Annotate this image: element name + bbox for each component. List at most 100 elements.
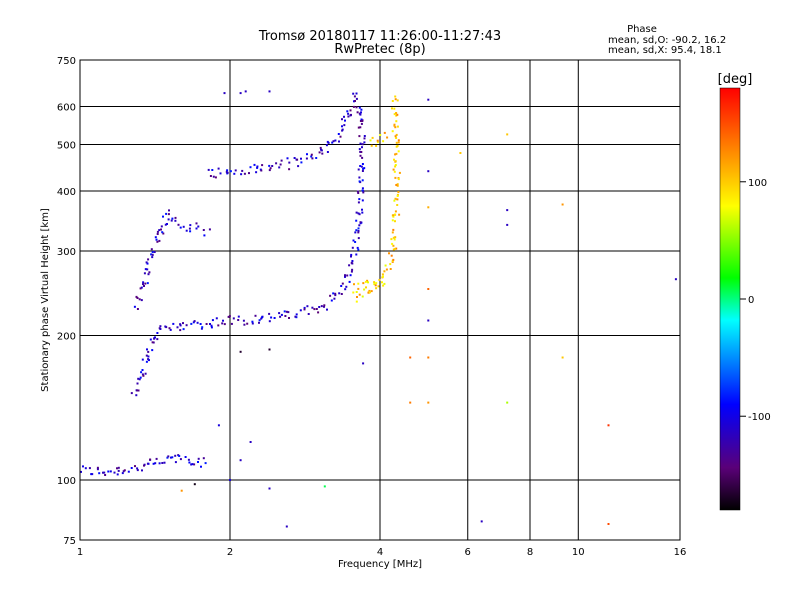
data-point	[370, 290, 373, 293]
data-point	[140, 371, 143, 374]
y-tick-label: 600	[57, 103, 76, 114]
data-point	[135, 394, 138, 397]
data-point	[344, 274, 346, 277]
data-point	[144, 372, 147, 375]
data-point	[393, 170, 396, 173]
data-point	[315, 157, 318, 159]
data-point	[294, 315, 297, 318]
data-point	[392, 168, 395, 171]
data-point	[389, 268, 392, 270]
data-point	[391, 130, 394, 133]
data-point	[360, 165, 363, 168]
data-point	[197, 457, 200, 460]
plot-frame	[79, 59, 681, 541]
data-point	[362, 282, 365, 285]
data-point	[361, 120, 364, 122]
data-point	[185, 324, 188, 327]
data-point	[150, 248, 153, 251]
data-point	[278, 312, 281, 315]
data-point	[179, 329, 182, 332]
data-point	[561, 356, 564, 359]
data-point	[317, 311, 320, 314]
x-tick-label: 2	[227, 547, 233, 558]
data-point	[147, 462, 150, 465]
data-point	[187, 458, 190, 461]
data-point	[246, 322, 249, 325]
data-point	[334, 139, 337, 142]
data-point	[251, 322, 254, 325]
data-point	[311, 306, 314, 309]
data-point	[221, 322, 224, 325]
data-point	[189, 230, 192, 233]
data-point	[351, 260, 354, 262]
y-tick-label: 100	[57, 476, 76, 487]
data-point	[155, 238, 158, 241]
data-point	[390, 254, 393, 257]
data-point	[80, 470, 82, 473]
data-point	[258, 319, 261, 322]
data-point	[409, 356, 412, 359]
data-point	[130, 467, 133, 469]
data-point	[310, 153, 313, 156]
data-point	[147, 258, 150, 261]
data-point	[396, 113, 399, 116]
data-point	[136, 389, 139, 392]
data-point	[146, 282, 149, 285]
data-point	[153, 337, 156, 340]
data-point	[359, 154, 362, 157]
data-point	[150, 253, 153, 256]
data-point	[359, 113, 362, 116]
data-point	[138, 298, 141, 301]
data-point	[382, 140, 385, 143]
data-point	[237, 315, 240, 318]
data-point	[361, 208, 363, 211]
data-point	[427, 401, 430, 404]
y-axis-ticks: 75 100 200 300 400 500 600 750	[57, 56, 76, 547]
data-point	[142, 281, 145, 284]
data-point	[167, 213, 170, 216]
data-point	[154, 462, 157, 465]
data-point	[355, 291, 358, 293]
data-point	[395, 184, 398, 186]
data-point	[350, 261, 353, 264]
data-point	[212, 175, 215, 178]
data-point	[323, 304, 326, 307]
data-point	[279, 315, 282, 318]
data-point	[228, 315, 231, 318]
data-point	[223, 92, 226, 95]
data-point	[142, 374, 145, 377]
data-point	[383, 131, 386, 134]
data-point	[427, 206, 430, 209]
chart-title-line2: RwPretec (8p)	[334, 42, 425, 57]
data-point	[341, 128, 344, 131]
data-point	[395, 137, 398, 139]
data-point	[240, 173, 243, 176]
data-point	[351, 268, 354, 271]
data-point	[184, 456, 187, 458]
data-point	[284, 315, 287, 317]
data-point	[117, 469, 120, 472]
data-point	[367, 281, 369, 284]
data-point	[357, 237, 360, 240]
data-point	[352, 105, 355, 108]
data-point	[174, 219, 177, 222]
data-point	[394, 164, 397, 166]
data-point	[394, 197, 397, 200]
colorbar-tick-label: -100	[748, 412, 771, 423]
data-point	[135, 295, 138, 298]
data-point	[232, 317, 235, 320]
data-point	[208, 228, 211, 231]
data-point	[275, 162, 278, 165]
data-point	[383, 270, 386, 273]
data-point	[162, 215, 164, 218]
data-point	[379, 134, 382, 136]
data-point	[396, 184, 399, 187]
data-point	[356, 296, 358, 298]
data-point	[243, 323, 246, 326]
data-point	[361, 211, 364, 214]
data-point	[107, 470, 110, 473]
data-point	[98, 472, 101, 475]
data-point	[151, 253, 154, 256]
data-point	[373, 281, 376, 284]
data-point	[141, 373, 144, 376]
